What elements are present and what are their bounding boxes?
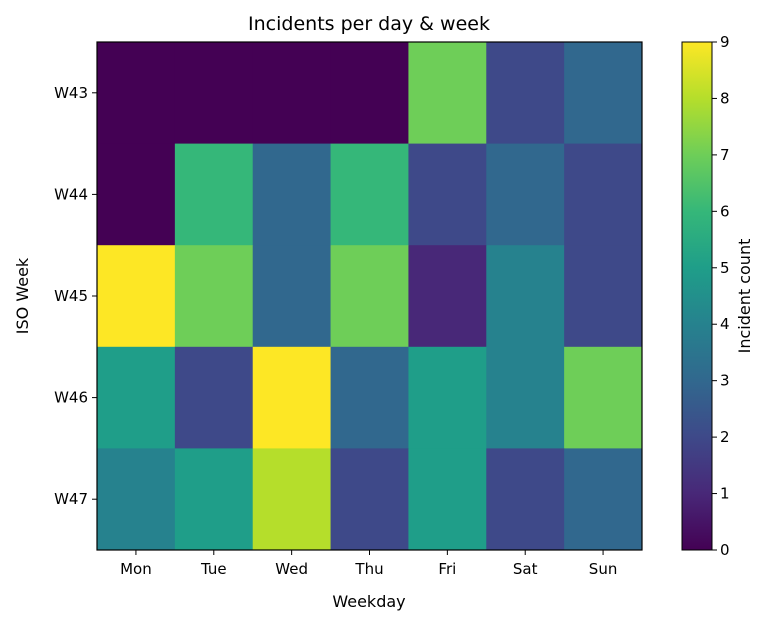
heatmap-cell bbox=[330, 346, 409, 449]
y-tick-label: W46 bbox=[54, 389, 88, 407]
chart-title: Incidents per day & week bbox=[248, 13, 490, 35]
heatmap-cell bbox=[330, 143, 409, 246]
heatmap-cell bbox=[97, 346, 176, 449]
x-tick-label: Thu bbox=[354, 560, 383, 578]
y-tick-label: W44 bbox=[54, 185, 88, 203]
heatmap-cell bbox=[408, 143, 487, 246]
heatmap-cell bbox=[252, 143, 332, 246]
heatmap-cell bbox=[564, 42, 643, 145]
heatmap-cell bbox=[97, 143, 176, 246]
heatmap-cell bbox=[174, 42, 254, 145]
heatmap-cell bbox=[174, 346, 254, 449]
heatmap-cell bbox=[252, 42, 332, 145]
heatmap-cell bbox=[564, 346, 643, 449]
colorbar-tick-label: 6 bbox=[720, 202, 730, 220]
x-tick-label: Mon bbox=[120, 560, 152, 578]
x-tick-label: Sat bbox=[513, 560, 538, 578]
x-tick-label: Wed bbox=[275, 560, 308, 578]
colorbar-tick-label: 2 bbox=[720, 428, 730, 446]
heatmap-cell bbox=[408, 448, 487, 551]
heatmap-cell bbox=[330, 448, 409, 551]
heatmap-cell bbox=[486, 42, 565, 145]
heatmap-cell bbox=[486, 245, 565, 348]
heatmap-cell bbox=[174, 245, 254, 348]
heatmap-cell bbox=[330, 245, 409, 348]
heatmap-cell bbox=[486, 346, 565, 449]
heatmap-cell bbox=[408, 42, 487, 145]
colorbar-tick-label: 0 bbox=[720, 541, 730, 559]
y-tick-label: W47 bbox=[54, 490, 88, 508]
x-tick-label: Sun bbox=[589, 560, 618, 578]
y-tick-label: W45 bbox=[54, 287, 88, 305]
heatmap-cell bbox=[97, 245, 176, 348]
heatmap-cell bbox=[174, 448, 254, 551]
colorbar-tick-label: 1 bbox=[720, 485, 730, 503]
heatmap-cell bbox=[564, 245, 643, 348]
heatmap-cell bbox=[174, 143, 254, 246]
heatmap-cell bbox=[564, 448, 643, 551]
heatmap-cell bbox=[330, 42, 409, 145]
x-axis-label: Weekday bbox=[332, 592, 405, 611]
heatmap-cell bbox=[252, 346, 332, 449]
y-tick-label: W43 bbox=[54, 84, 88, 102]
x-tick-label: Fri bbox=[438, 560, 456, 578]
y-axis-label: ISO Week bbox=[13, 257, 32, 334]
colorbar-tick-label: 4 bbox=[720, 315, 730, 333]
colorbar-tick-label: 7 bbox=[720, 146, 730, 164]
x-tick-label: Tue bbox=[200, 560, 227, 578]
heatmap-cell bbox=[564, 143, 643, 246]
colorbar-tick-label: 5 bbox=[720, 259, 730, 277]
heatmap-cell bbox=[486, 448, 565, 551]
heatmap-cell bbox=[252, 448, 332, 551]
heatmap-cell bbox=[97, 448, 176, 551]
colorbar-label: Incident count bbox=[735, 239, 754, 354]
heatmap-cell bbox=[408, 245, 487, 348]
heatmap-cell bbox=[408, 346, 487, 449]
colorbar-tick-label: 9 bbox=[720, 33, 730, 51]
colorbar bbox=[681, 41, 713, 551]
colorbar-tick-label: 8 bbox=[720, 89, 730, 107]
heatmap-cell bbox=[252, 245, 332, 348]
heatmap-cell bbox=[486, 143, 565, 246]
heatmap-cell bbox=[97, 42, 176, 145]
colorbar-tick-label: 3 bbox=[720, 372, 730, 390]
